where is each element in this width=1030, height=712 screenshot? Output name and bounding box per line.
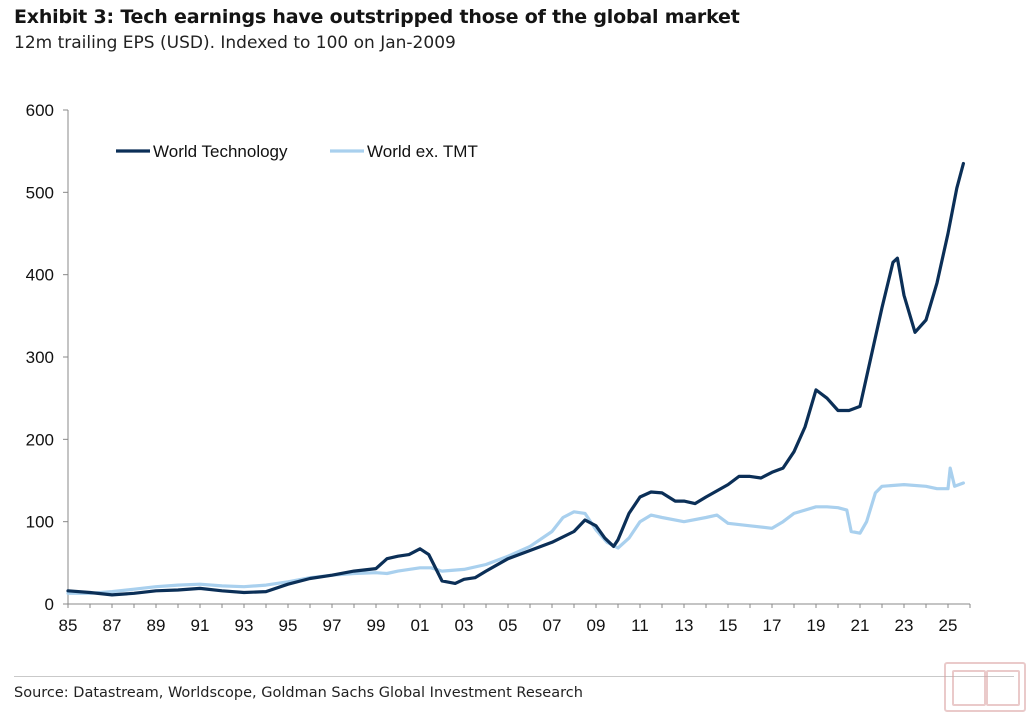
- x-tick-label: 95: [279, 616, 298, 635]
- x-tick-label: 91: [191, 616, 210, 635]
- x-tick-label: 87: [103, 616, 122, 635]
- watermark-stamp-icon: [944, 662, 1026, 712]
- series-line-world-ex-tmt: [66, 466, 965, 595]
- legend-label: World Technology: [153, 142, 288, 161]
- y-tick-label: 0: [45, 595, 54, 614]
- x-tick-label: 21: [851, 616, 870, 635]
- x-tick-label: 13: [675, 616, 694, 635]
- x-tick-label: 17: [763, 616, 782, 635]
- y-tick-label: 400: [26, 266, 54, 285]
- y-tick-label: 600: [26, 101, 54, 120]
- y-tick-label: 100: [26, 513, 54, 532]
- x-tick-label: 25: [939, 616, 958, 635]
- x-tick-label: 03: [455, 616, 474, 635]
- footer-divider: [14, 676, 1014, 677]
- x-tick-label: 09: [587, 616, 606, 635]
- series-line-world-technology: [66, 161, 965, 597]
- x-tick-label: 93: [235, 616, 254, 635]
- y-tick-label: 500: [26, 183, 54, 202]
- x-tick-label: 99: [367, 616, 386, 635]
- x-tick-label: 07: [543, 616, 562, 635]
- line-chart: 0 100 200 300 400 500 600 85 87 89 91 93 95 97 99 01 03 0…: [26, 101, 971, 635]
- x-tick-label: 19: [807, 616, 826, 635]
- source-note: Source: Datastream, Worldscope, Goldman …: [14, 685, 583, 701]
- x-tick-label: 01: [411, 616, 430, 635]
- x-tick-label: 23: [895, 616, 914, 635]
- y-tick-label: 200: [26, 430, 54, 449]
- x-tick-label: 05: [499, 616, 518, 635]
- chart-title: Exhibit 3: Tech earnings have outstrippe…: [14, 6, 740, 28]
- chart-subtitle: 12m trailing EPS (USD). Indexed to 100 o…: [14, 33, 456, 53]
- x-tick-label: 85: [59, 616, 78, 635]
- y-tick-label: 300: [26, 348, 54, 367]
- x-tick-label: 15: [719, 616, 738, 635]
- x-tick-label: 11: [631, 616, 649, 635]
- x-tick-label: 89: [147, 616, 166, 635]
- legend-label: World ex. TMT: [367, 142, 478, 161]
- x-tick-label: 97: [323, 616, 342, 635]
